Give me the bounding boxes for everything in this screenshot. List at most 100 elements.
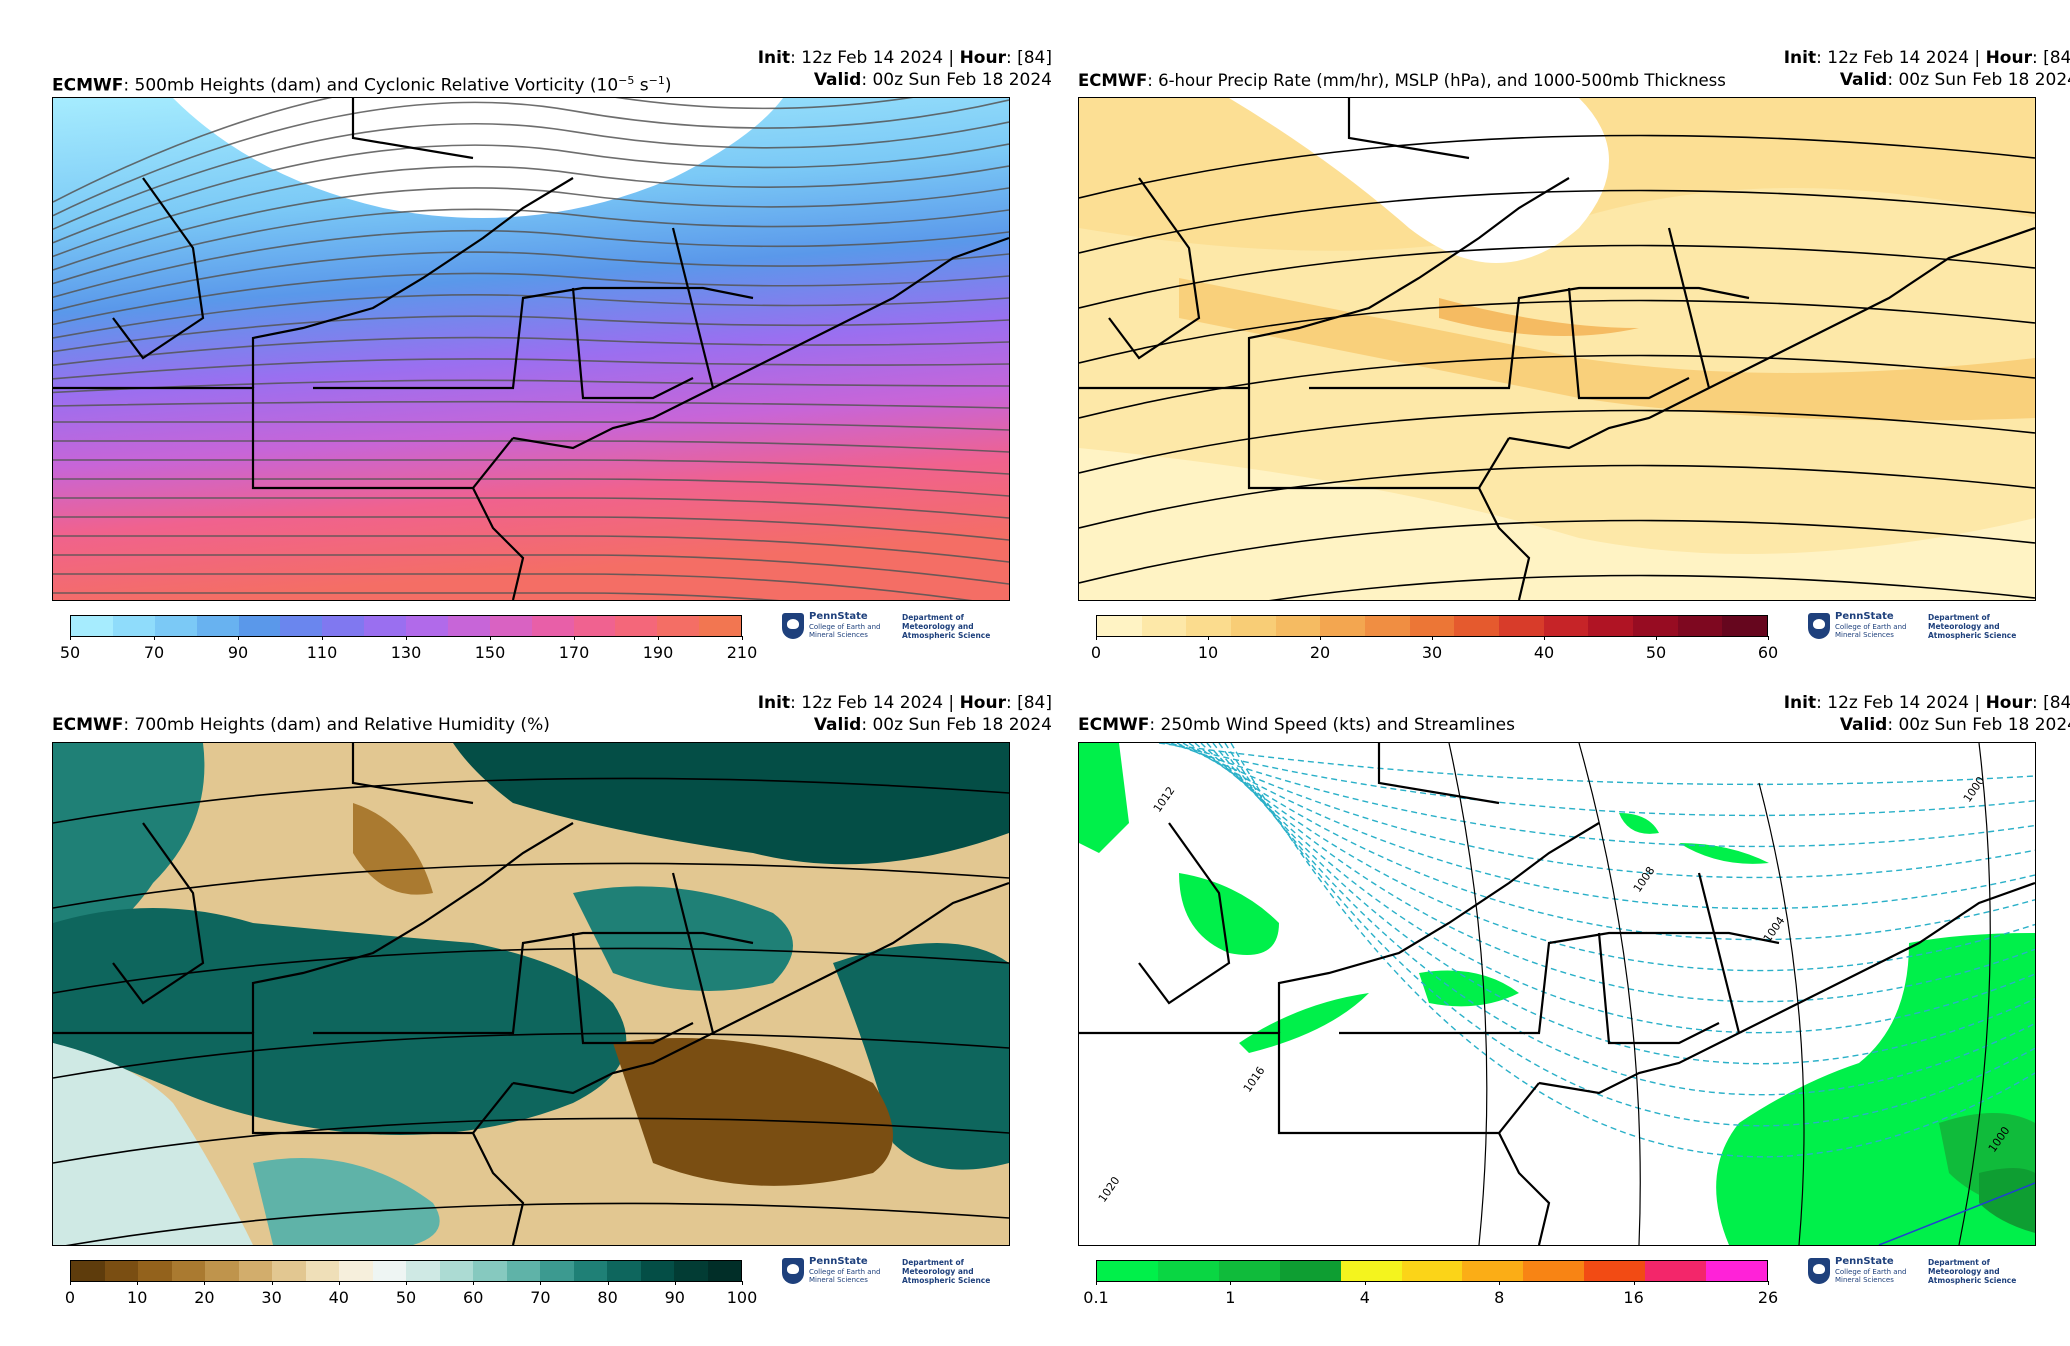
contour-line bbox=[53, 1032, 1009, 1079]
colorbar-ticks: 0 10 20 30 40 50 60 70 80 90 100 bbox=[65, 1281, 757, 1307]
tick-label: 150 bbox=[474, 643, 506, 662]
contour-line bbox=[53, 272, 1009, 326]
tick-label: 10 bbox=[127, 1288, 148, 1307]
map-precip bbox=[1078, 97, 2036, 601]
colorbar-swatch bbox=[138, 1261, 172, 1281]
tick-label: 90 bbox=[664, 1288, 685, 1307]
contour-line bbox=[65, 1202, 1009, 1245]
contour-line bbox=[1182, 743, 2035, 910]
contour-line bbox=[1164, 743, 2035, 817]
colorbar-swatch bbox=[1218, 1261, 1280, 1281]
colorbar-swatch bbox=[1462, 1261, 1524, 1281]
contour-line bbox=[53, 229, 1009, 298]
shield-icon bbox=[782, 1258, 804, 1284]
colorbar-swatch bbox=[1157, 1261, 1219, 1281]
colorbar-swatch bbox=[1523, 1261, 1585, 1281]
colorbar-swatch bbox=[196, 616, 239, 636]
colorbar-swatch bbox=[1279, 1261, 1341, 1281]
tick-mark bbox=[271, 1281, 273, 1285]
contour-line bbox=[53, 1117, 1009, 1164]
precip-map-svg bbox=[1079, 98, 2035, 600]
contour-line bbox=[1079, 464, 2035, 529]
colorbar-swatch bbox=[305, 1261, 339, 1281]
colorbar-swatch bbox=[1454, 616, 1500, 636]
colorbar-swatch bbox=[1499, 616, 1544, 636]
tick-mark bbox=[674, 1281, 676, 1285]
valid-line: Valid: 00z Sun Feb 18 2024 bbox=[1839, 70, 2070, 90]
panel-title: ECMWF: 700mb Heights (dam) and Relative … bbox=[52, 715, 550, 735]
contour-line bbox=[53, 98, 914, 203]
colorbar-swatch bbox=[1409, 616, 1455, 636]
init-line: Init: 12z Feb 14 2024 | Hour: [84] bbox=[1783, 693, 2070, 713]
tick-mark bbox=[1656, 636, 1657, 640]
colorbar-swatch bbox=[112, 616, 155, 636]
tick-mark bbox=[742, 1281, 743, 1285]
colorbar-swatch bbox=[699, 616, 741, 636]
tick-label: 50 bbox=[59, 643, 81, 662]
init-line: Init: 12z Feb 14 2024 | Hour: [84] bbox=[757, 48, 1052, 68]
colorbar bbox=[70, 615, 742, 637]
colorbar-swatch bbox=[674, 1261, 708, 1281]
tick-label: 40 bbox=[1533, 643, 1555, 662]
tick-label: 20 bbox=[194, 1288, 215, 1307]
contour-line bbox=[53, 535, 1009, 563]
map-humidity bbox=[52, 742, 1010, 1246]
contour-line bbox=[53, 777, 1009, 824]
contour-line bbox=[1230, 743, 2035, 1158]
valid-line: Valid: 00z Sun Feb 18 2024 bbox=[813, 715, 1052, 735]
tick-label: 80 bbox=[597, 1288, 618, 1307]
contour-line bbox=[53, 143, 1009, 244]
tick-mark bbox=[1208, 636, 1209, 640]
colorbar-swatch bbox=[573, 1261, 607, 1281]
tick-label: 170 bbox=[558, 643, 590, 662]
colorbar-swatch bbox=[1097, 1261, 1158, 1281]
tick-label: 0 bbox=[64, 1288, 76, 1307]
tick-mark bbox=[607, 1281, 609, 1285]
colorbar-ticks: 50 70 90 110 130 150 170 190 210 bbox=[60, 636, 757, 662]
colorbar-swatch bbox=[1275, 616, 1321, 636]
contour-line bbox=[53, 251, 1009, 312]
contour-line bbox=[53, 99, 1009, 217]
colorbar-swatch bbox=[1645, 1261, 1707, 1281]
colorbar-swatch bbox=[489, 616, 532, 636]
tick-mark bbox=[1768, 1281, 1769, 1285]
tick-label: 210 bbox=[726, 643, 758, 662]
colorbar-swatch bbox=[280, 616, 323, 636]
tick-label: 4 bbox=[1359, 1288, 1370, 1307]
tick-mark bbox=[1230, 1281, 1232, 1285]
tick-mark bbox=[574, 636, 575, 640]
pennstate-logo: PennState College of Earth and Mineral S… bbox=[782, 1256, 992, 1292]
contour-line bbox=[53, 554, 1009, 585]
shield-icon bbox=[782, 613, 804, 639]
init-line: Init: 12z Feb 14 2024 | Hour: [84] bbox=[757, 693, 1052, 713]
colorbar-swatch bbox=[71, 616, 113, 636]
valid-line: Valid: 00z Sun Feb 18 2024 bbox=[813, 70, 1052, 90]
contour-line bbox=[1206, 743, 2035, 1034]
contour-line bbox=[53, 336, 1009, 366]
colorbar-swatch bbox=[406, 616, 448, 636]
tick-label: 10 bbox=[1197, 643, 1219, 662]
contour-line bbox=[53, 862, 1009, 909]
colorbar-swatch bbox=[1722, 616, 1768, 636]
contour-line bbox=[53, 592, 780, 600]
map-wind: 1012 1016 1020 1008 1004 1000 1000 bbox=[1078, 742, 2036, 1246]
tick-mark bbox=[490, 636, 491, 640]
tick-mark bbox=[1096, 1281, 1097, 1285]
shield-icon bbox=[1808, 613, 1830, 639]
panel-title: ECMWF: 6-hour Precip Rate (mm/hr), MSLP … bbox=[1078, 71, 1726, 90]
panel-precip: Init: 12z Feb 14 2024 | Hour: [84] ECMWF… bbox=[1078, 48, 2070, 668]
colorbar-swatch bbox=[640, 1261, 674, 1281]
tick-mark bbox=[1320, 636, 1321, 640]
colorbar-swatch bbox=[1401, 1261, 1463, 1281]
contour-line bbox=[1079, 519, 2035, 584]
tick-mark bbox=[658, 636, 659, 640]
colorbar-swatch bbox=[506, 1261, 540, 1281]
tick-mark bbox=[70, 636, 71, 640]
colorbar-swatch bbox=[657, 616, 700, 636]
colorbar-swatch bbox=[1588, 616, 1634, 636]
colorbar-swatch bbox=[1543, 616, 1589, 636]
colorbar bbox=[1096, 1260, 1768, 1282]
colorbar-swatch bbox=[154, 616, 197, 636]
contour-line bbox=[1176, 743, 2035, 879]
contour-line bbox=[53, 379, 1009, 394]
